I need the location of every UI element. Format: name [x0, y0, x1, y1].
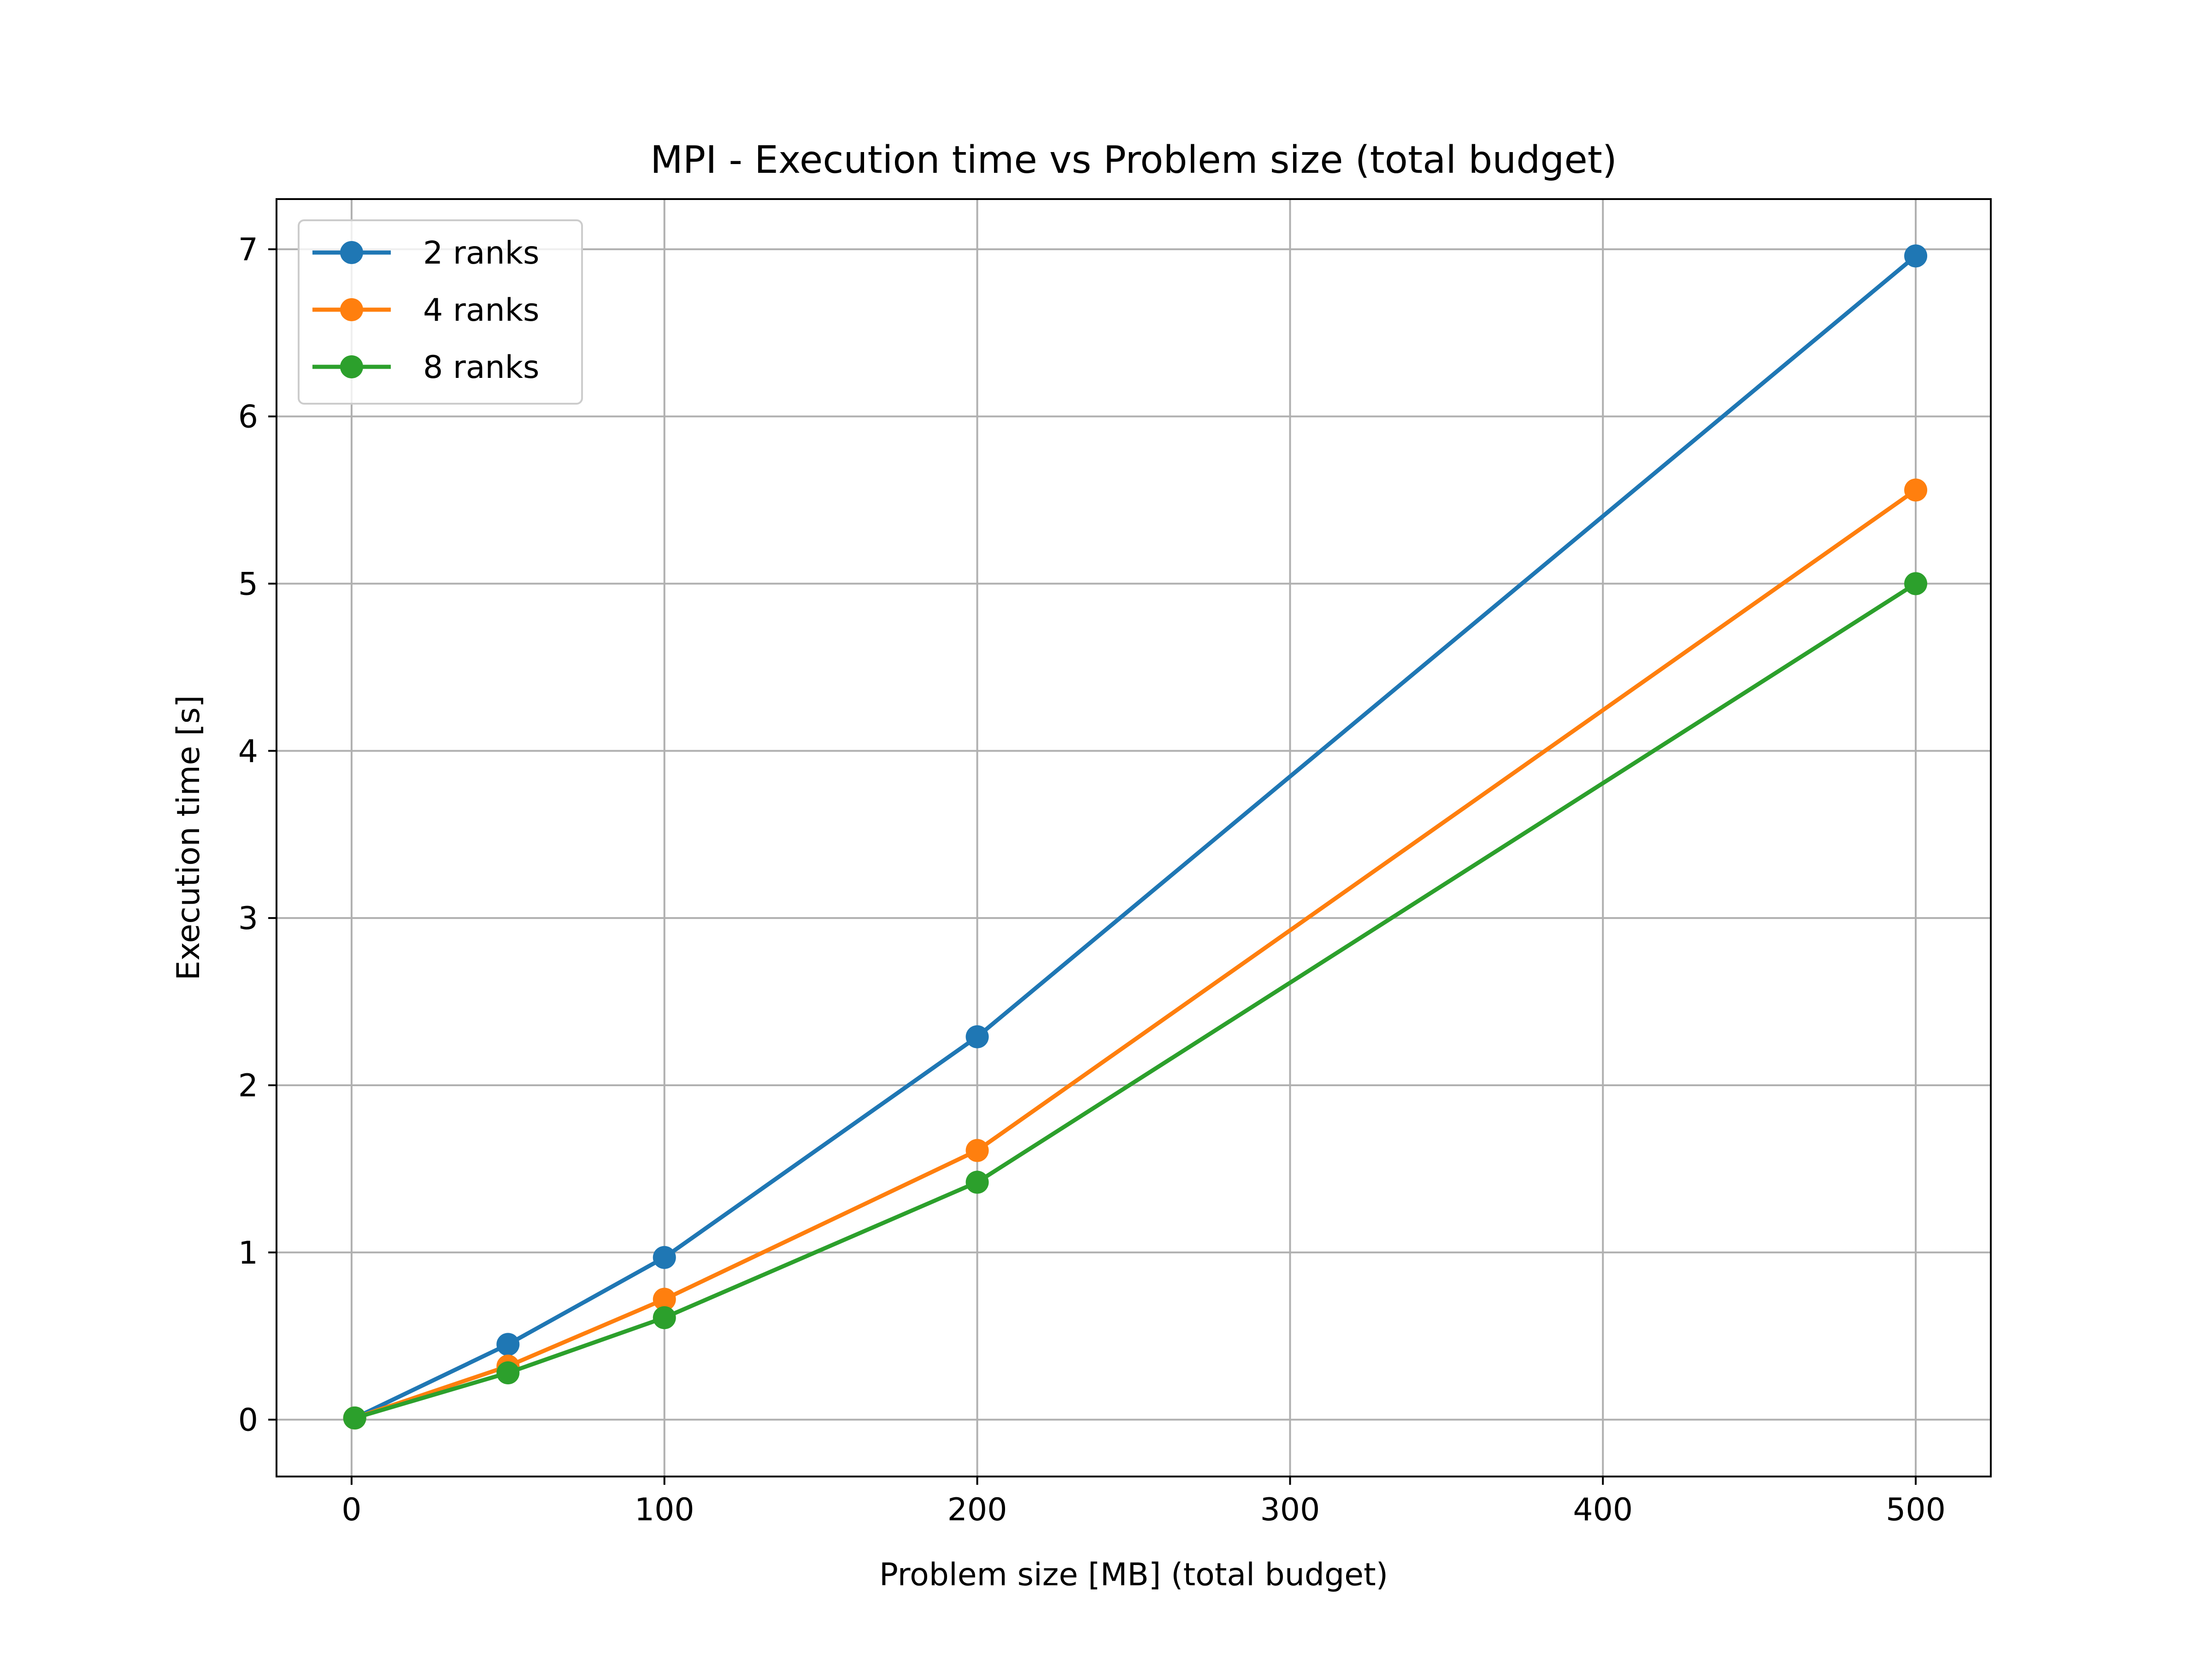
y-tick-label: 4 [238, 733, 258, 770]
series-lines [343, 244, 1928, 1430]
data-point [496, 1333, 520, 1356]
legend-marker [340, 241, 363, 264]
data-point [1904, 572, 1928, 595]
x-tick-label: 200 [947, 1492, 1007, 1528]
legend-label: 4 ranks [423, 292, 539, 329]
y-tick-label: 1 [238, 1235, 258, 1271]
x-axis-title: Problem size [MB] (total budget) [879, 1557, 1388, 1593]
y-axis-title: Execution time [s] [171, 695, 207, 980]
y-tick-label: 7 [238, 232, 258, 268]
legend-marker [340, 355, 363, 378]
legend-marker [340, 298, 363, 321]
chart-title: MPI - Execution time vs Problem size (to… [650, 138, 1617, 182]
axis-ticks: 0 100 200 300 400 500 0 1 2 3 4 5 6 7 [238, 232, 1946, 1528]
legend-item: 4 ranks [312, 292, 539, 329]
legend-item: 8 ranks [312, 349, 539, 386]
grid [276, 199, 1991, 1477]
series-3 [343, 572, 1928, 1430]
legend-box [298, 219, 583, 405]
y-tick-label: 6 [238, 399, 258, 435]
x-tick-label: 100 [635, 1492, 694, 1528]
legend-label: 2 ranks [423, 235, 539, 271]
y-tick-label: 3 [238, 900, 258, 937]
y-tick-label: 2 [238, 1068, 258, 1104]
data-point [343, 1406, 366, 1430]
data-point [653, 1288, 676, 1311]
data-point [1904, 244, 1928, 268]
data-point [1904, 478, 1928, 502]
x-tick-label: 300 [1260, 1492, 1320, 1528]
data-point [653, 1306, 676, 1330]
data-point [496, 1361, 520, 1385]
data-point [965, 1171, 989, 1194]
x-tick-label: 500 [1886, 1492, 1946, 1528]
data-point [653, 1246, 676, 1269]
x-tick-label: 400 [1573, 1492, 1633, 1528]
plot-frame [276, 198, 1992, 1477]
legend: 2 ranks 4 ranks 8 ranks [298, 219, 583, 405]
x-tick-label: 0 [341, 1492, 361, 1528]
legend-item: 2 ranks [312, 235, 539, 271]
y-tick-label: 5 [238, 566, 258, 603]
legend-label: 8 ranks [423, 349, 539, 386]
data-point [965, 1139, 989, 1162]
y-tick-label: 0 [238, 1402, 258, 1439]
data-point [965, 1025, 989, 1048]
